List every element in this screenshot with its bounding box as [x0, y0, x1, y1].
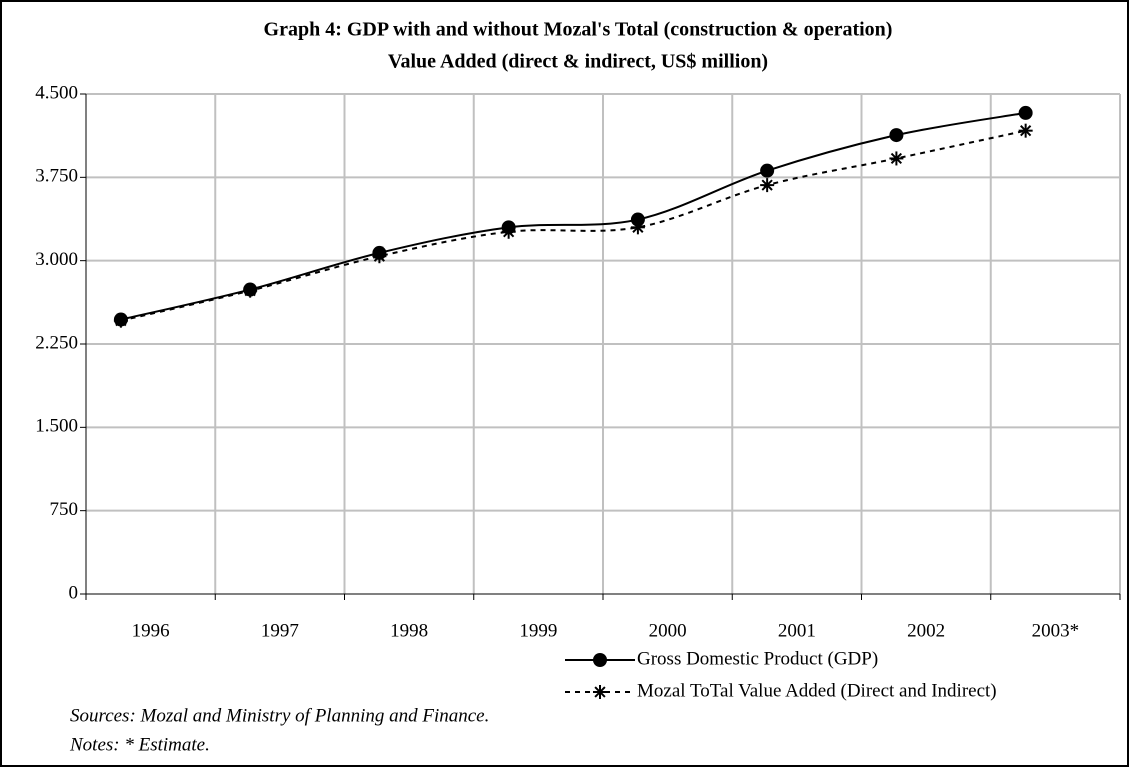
- point: [372, 249, 387, 264]
- y-tick-label: 750: [50, 499, 79, 520]
- x-tick-label: 2000: [649, 620, 687, 641]
- point: [501, 224, 516, 239]
- point: [1018, 105, 1033, 120]
- sources-note: Sources: Mozal and Ministry of Planning …: [70, 705, 489, 726]
- y-tick-label: 2.250: [35, 332, 78, 353]
- point-stroke: [503, 226, 515, 238]
- series-line: [120, 129, 1026, 322]
- point: [113, 313, 128, 328]
- point-stroke: [115, 315, 127, 327]
- y-tick-label: 1.500: [35, 416, 78, 437]
- point: [1018, 123, 1033, 138]
- x-tick-label: 1997: [261, 620, 299, 641]
- x-tick-label: 2001: [778, 620, 816, 641]
- point: [889, 151, 904, 166]
- y-tick-label: 3.750: [35, 166, 78, 187]
- point-stroke: [890, 152, 903, 165]
- point-stroke: [373, 250, 386, 262]
- y-tick-label: 0: [69, 582, 79, 603]
- x-tick-label: 1996: [132, 620, 170, 641]
- point-stroke: [244, 285, 256, 297]
- point: [630, 220, 645, 235]
- chart-title: Graph 4: GDP with and without Mozal's To…: [264, 19, 893, 41]
- legend-label: Mozal ToTal Value Added (Direct and Indi…: [637, 680, 997, 701]
- y-tick-label: 4.500: [35, 82, 78, 103]
- legend-marker: [593, 653, 607, 667]
- point-stroke: [594, 686, 606, 698]
- x-tick-label: 1998: [390, 620, 428, 641]
- x-tick-label: 2002: [907, 620, 945, 641]
- y-tick-label: 3.000: [35, 249, 78, 270]
- series-line: [120, 111, 1026, 321]
- legend-label: Gross Domestic Product (GDP): [637, 648, 878, 669]
- point: [760, 163, 775, 178]
- x-tick-label: 2003*: [1032, 620, 1080, 641]
- point: [760, 178, 775, 193]
- notes: Notes: * Estimate.: [69, 734, 210, 755]
- point: [243, 283, 258, 298]
- chart-title: Value Added (direct & indirect, US$ mill…: [388, 51, 768, 73]
- point: [889, 128, 904, 143]
- point-stroke: [1020, 125, 1032, 137]
- point-stroke: [761, 179, 773, 191]
- legend-marker: [593, 685, 607, 699]
- x-tick-label: 1999: [519, 620, 557, 641]
- point-stroke: [632, 221, 644, 233]
